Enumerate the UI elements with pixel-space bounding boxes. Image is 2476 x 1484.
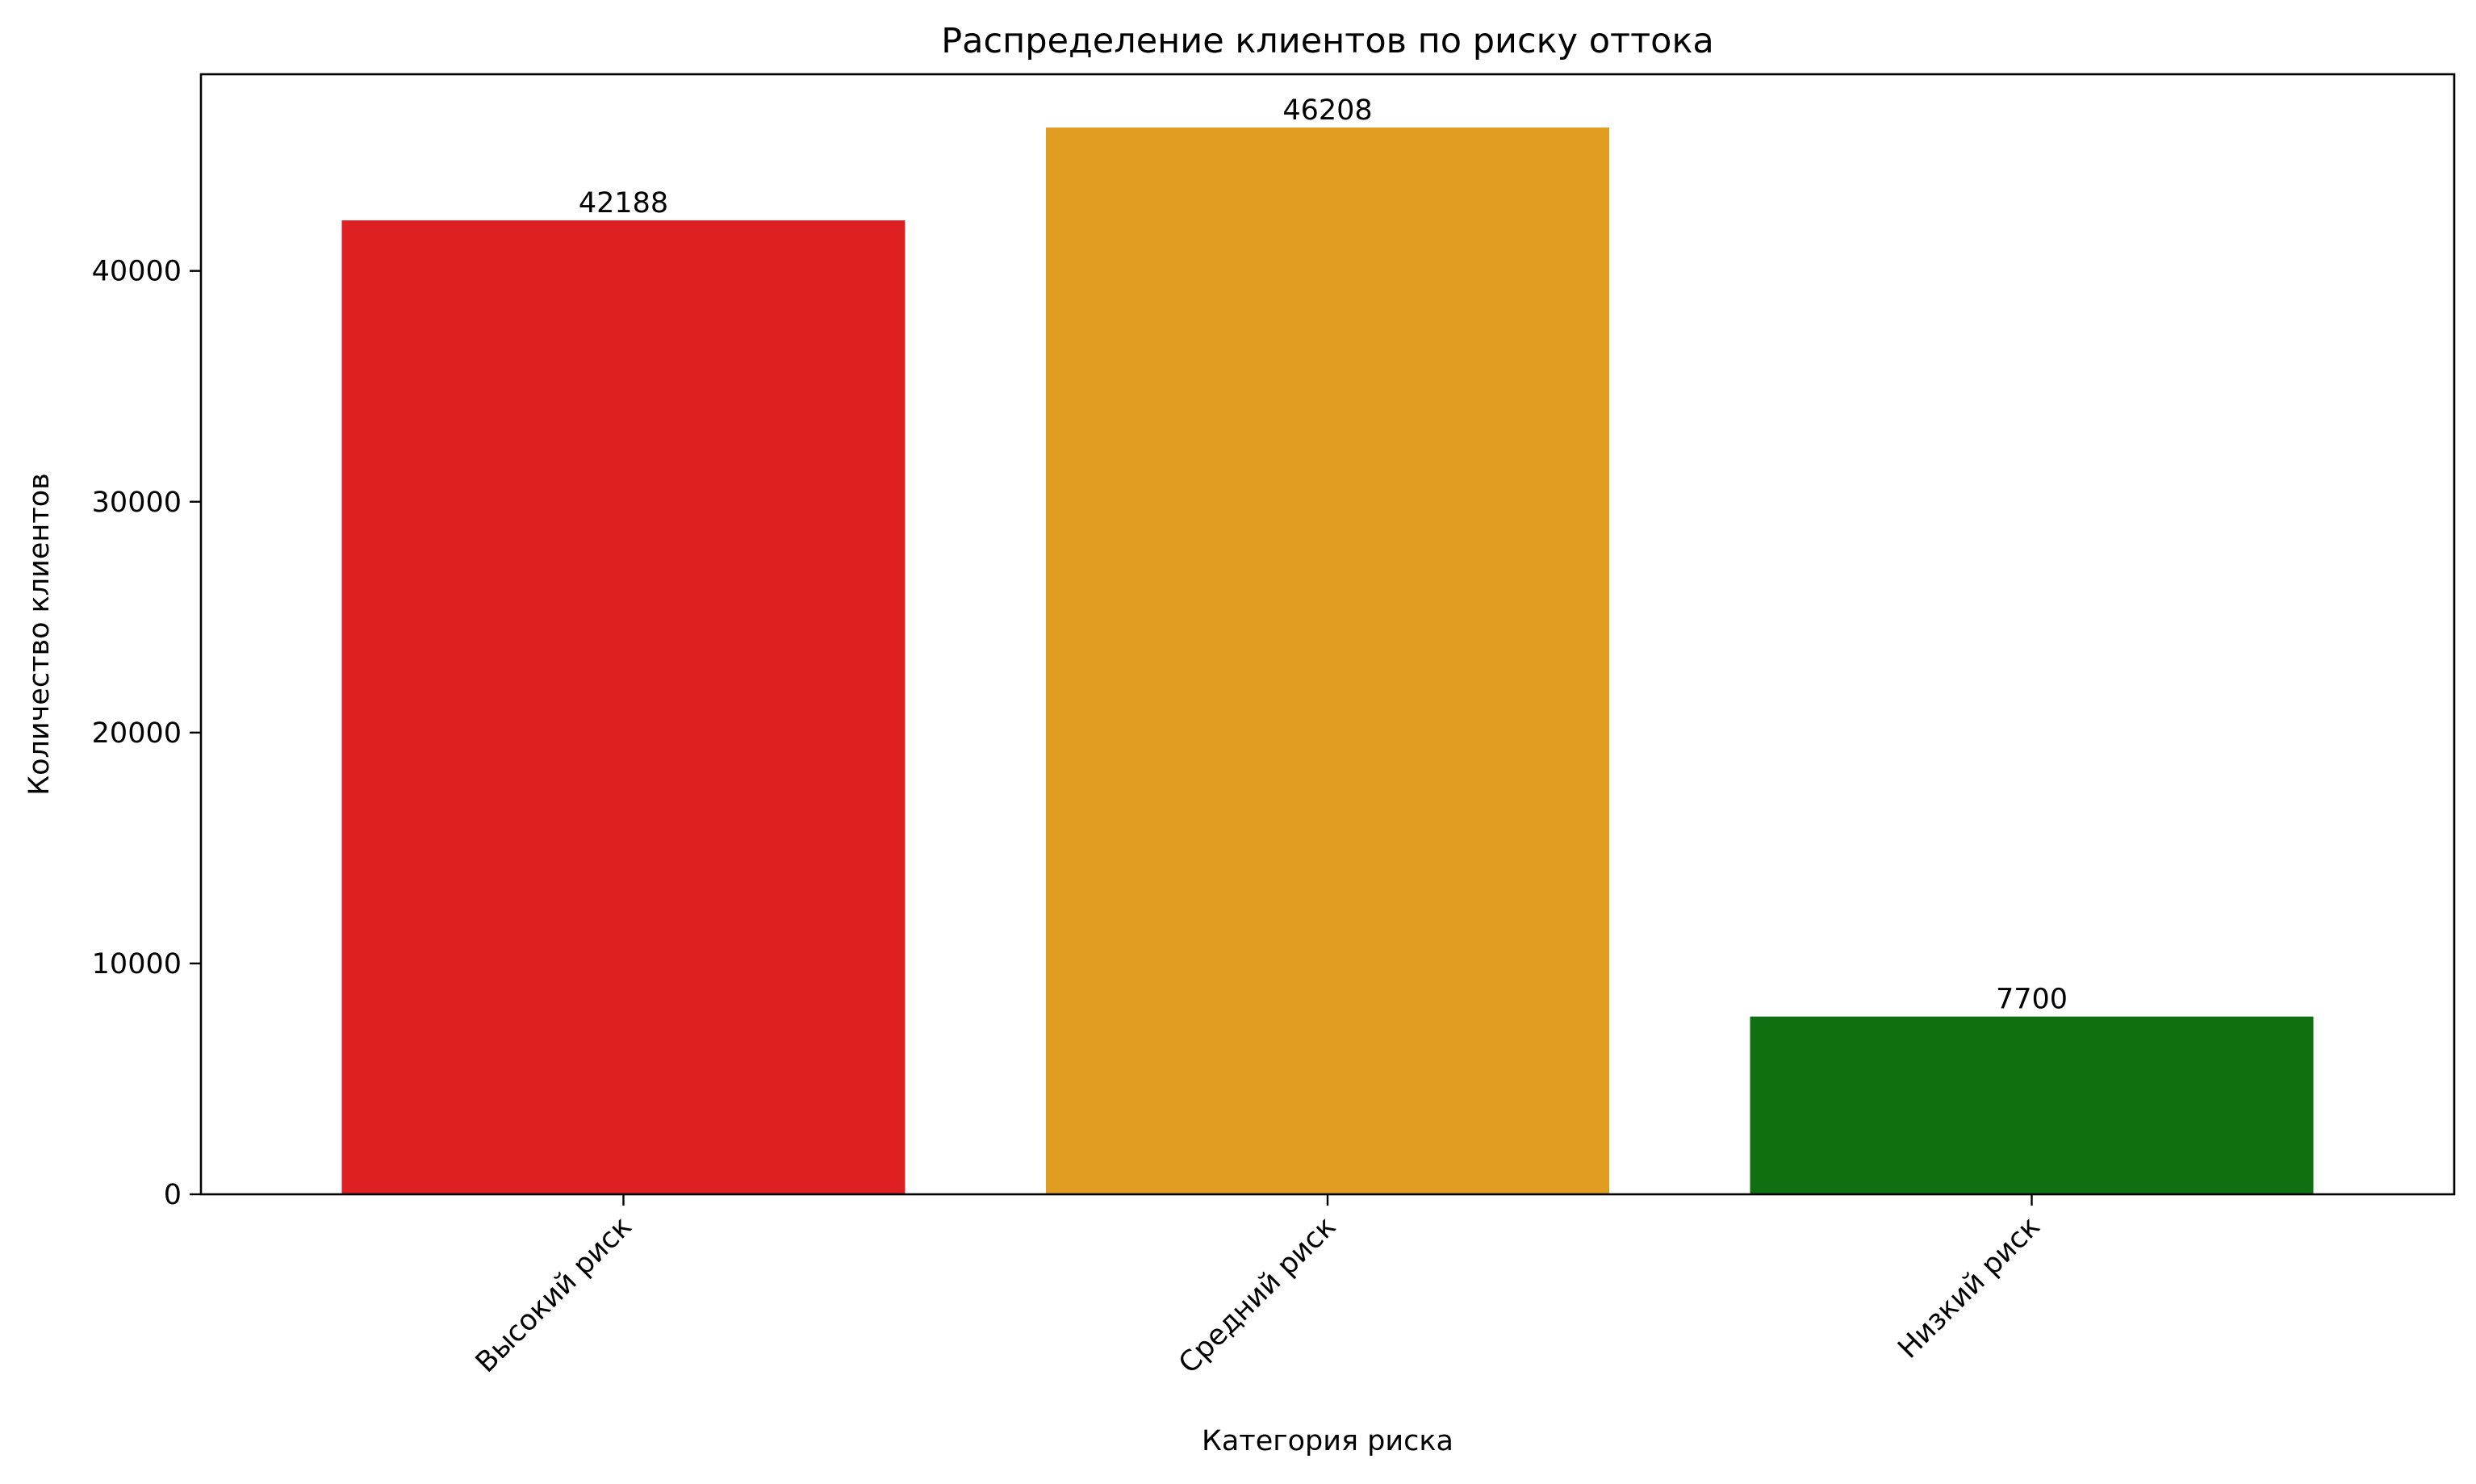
data-label-category-1: 42188 (579, 187, 668, 219)
data-label-category-2: 46208 (1282, 94, 1372, 127)
y-tick-label-0: 0 (164, 1179, 182, 1211)
y-axis-ticks: 0 10000 20000 30000 40000 (92, 256, 201, 1211)
x-tick-label-category-2: Средний риск (1173, 1210, 1342, 1380)
y-axis-label: Количество клиентов (23, 473, 56, 796)
x-axis-label: Категория риска (1202, 1425, 1453, 1457)
y-tick-label-10000: 10000 (92, 948, 182, 980)
plot-frame (199, 73, 2456, 1196)
y-tick-label-30000: 30000 (92, 487, 182, 519)
x-tick-label-category-1: Высокий риск (470, 1210, 638, 1379)
y-tick-label-20000: 20000 (92, 717, 182, 750)
chart-title: Распределение клиентов по риску оттока (941, 21, 1714, 61)
x-tick-label-category-3: Низкий риск (1892, 1210, 2046, 1365)
bar-category-1 (341, 220, 905, 1194)
data-labels-group: 42188 46208 7700 (579, 94, 2068, 1016)
bars-group (341, 127, 2314, 1194)
data-label-category-3: 7700 (1996, 984, 2068, 1016)
x-axis-ticks: Высокий риск Средний риск Низкий риск (470, 1194, 2047, 1380)
bar-category-2 (1046, 127, 1609, 1194)
bar-category-3 (1750, 1016, 2314, 1194)
y-tick-label-40000: 40000 (92, 256, 182, 288)
